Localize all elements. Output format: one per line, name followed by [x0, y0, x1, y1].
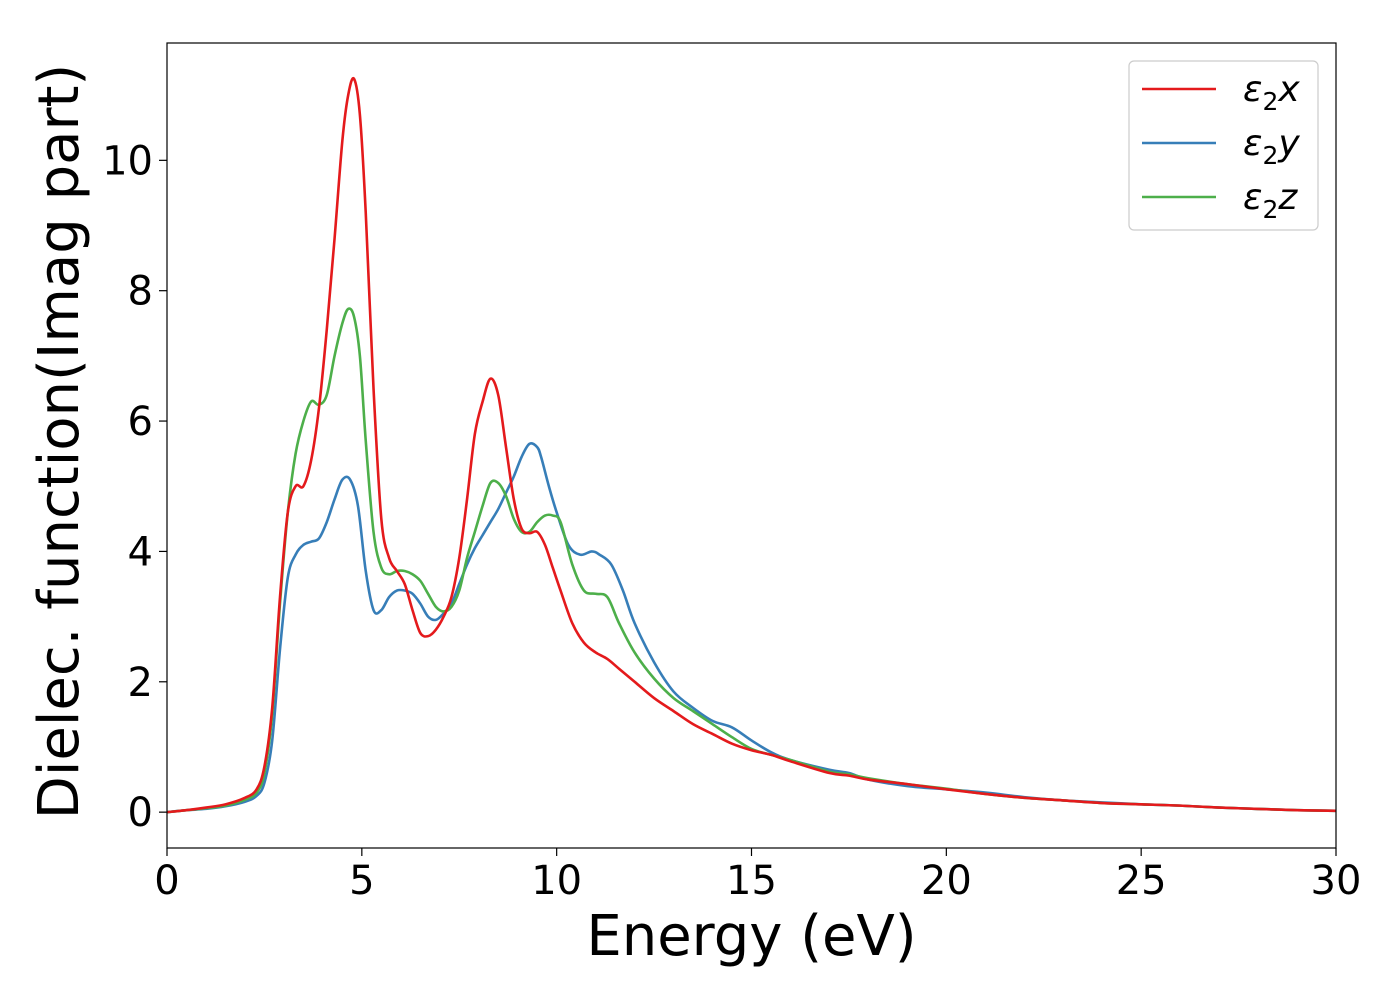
y-axis-ticks: 0 2 4 6 8 10: [102, 138, 167, 836]
legend-subscript: 2: [1262, 87, 1278, 116]
legend-entry-y: ε2y: [1243, 123, 1300, 170]
legend-component: y: [1277, 123, 1300, 164]
legend-box: [1128, 60, 1319, 231]
x-axis-ticks: 0 5 10 15 20 25 30: [154, 848, 1361, 904]
y-tick-label: 4: [128, 529, 153, 575]
x-tick-label: 10: [531, 858, 582, 904]
legend-entry-x: ε2x: [1243, 69, 1300, 116]
x-tick-label: 25: [1116, 858, 1167, 904]
x-tick-label: 15: [726, 858, 777, 904]
y-tick-label: 2: [128, 660, 153, 706]
y-tick-label: 6: [128, 399, 153, 445]
plot-lines: [167, 76, 1336, 814]
legend-subscript: 2: [1262, 195, 1278, 224]
series-line-x: [167, 76, 1336, 814]
legend-symbol: ε: [1243, 69, 1262, 110]
legend-entry-z: ε2z: [1243, 177, 1298, 224]
legend-symbol: ε: [1243, 123, 1262, 164]
x-tick-label: 0: [154, 858, 179, 904]
legend-component: z: [1277, 177, 1298, 218]
y-tick-label: 10: [102, 138, 153, 184]
series-line-z: [167, 307, 1336, 814]
y-tick-label: 0: [128, 790, 153, 836]
x-tick-label: 20: [921, 858, 972, 904]
y-axis-label: Dielec. function(Imag part): [27, 64, 92, 820]
legend-symbol: ε: [1243, 177, 1262, 218]
x-tick-label: 30: [1311, 858, 1362, 904]
legend-subscript: 2: [1262, 141, 1278, 170]
legend-component: x: [1277, 69, 1300, 110]
y-tick-label: 8: [128, 269, 153, 315]
series-line-y: [167, 442, 1336, 814]
x-tick-label: 5: [349, 858, 374, 904]
x-axis-label: Energy (eV): [586, 904, 916, 969]
